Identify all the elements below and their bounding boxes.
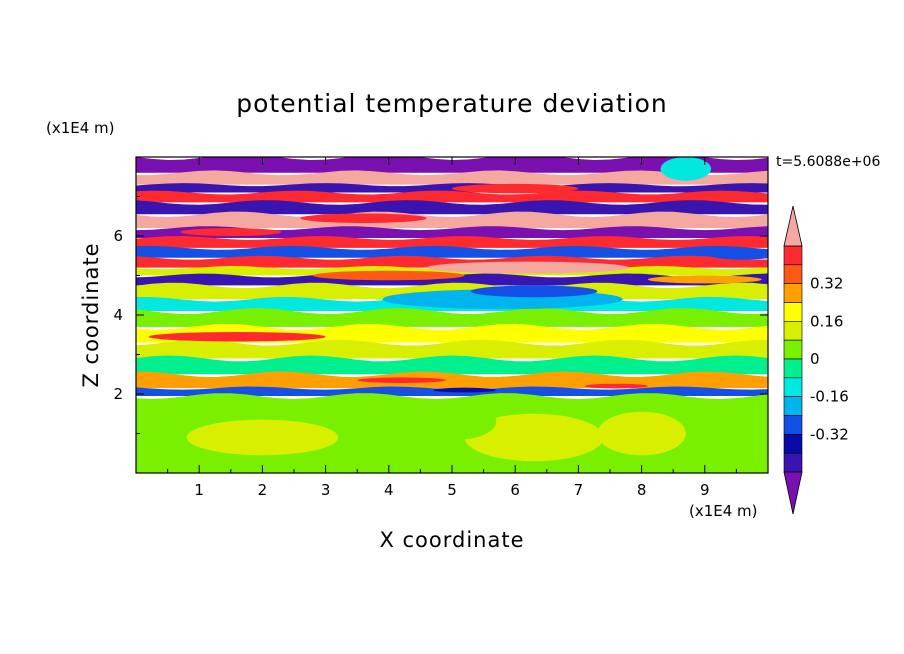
heatmap-field: [136, 157, 768, 473]
field-band: [136, 200, 768, 215]
colorbar-segment: [783, 377, 803, 397]
colorbar-label: 0.32: [810, 275, 843, 293]
field-band: [136, 273, 768, 286]
field-blob: [426, 261, 629, 274]
colorbar-segment: [783, 245, 803, 266]
field-band: [136, 170, 768, 185]
field-blob: [470, 285, 598, 298]
field-blob: [186, 419, 339, 456]
field-band: [136, 183, 768, 193]
x-unit-label: (x1E4 m): [689, 502, 758, 520]
colorbar-segment: [783, 283, 803, 303]
field-blob: [357, 377, 446, 383]
chart-title: potential temperature deviation: [236, 89, 667, 118]
colorbar-label: -0.32: [810, 425, 849, 443]
field-blob: [312, 270, 465, 281]
colorbar-label: 0: [810, 350, 820, 368]
field-band: [136, 226, 768, 238]
x-axis: 1 2 3 4 5 6 7 8 9: [167, 157, 737, 499]
colorbar-label: -0.16: [810, 388, 849, 406]
field-blob: [433, 387, 497, 393]
x-tick-label: 9: [700, 481, 710, 499]
colorbar-segment: [783, 358, 803, 379]
field-band: [136, 190, 768, 203]
y-tick-label: 4: [113, 306, 123, 324]
y-tick-label: 6: [113, 227, 123, 245]
colorbar-segment: [783, 321, 803, 341]
colorbar-extend-high: [783, 205, 803, 247]
time-label: t=5.6088e+06: [776, 154, 880, 170]
y-axis-title: Z coordinate: [79, 242, 103, 387]
field-blob: [420, 403, 497, 440]
x-tick-label: 3: [321, 481, 331, 499]
field-blob: [464, 413, 604, 462]
field-band: [136, 355, 768, 375]
field-band: [136, 339, 768, 359]
colorbar-segment: [783, 452, 803, 473]
field-blob: [597, 411, 686, 456]
field-blob: [180, 228, 282, 236]
colorbar: 0.32 0.16 0 -0.16 -0.32: [783, 205, 849, 515]
field-blob: [584, 383, 648, 389]
x-tick-label: 7: [574, 481, 584, 499]
field-blob: [711, 251, 768, 260]
colorbar-label: 0.16: [810, 312, 843, 330]
field-blob: [660, 157, 712, 181]
colorbar-segment: [783, 339, 803, 360]
colorbar-segment: [783, 434, 803, 454]
y-axis: 2 4 6: [113, 196, 768, 434]
x-axis-title: X coordinate: [379, 528, 524, 552]
x-tick-label: 6: [510, 481, 520, 499]
field-band: [136, 236, 768, 248]
x-tick-label: 2: [258, 481, 268, 499]
colorbar-segment: [783, 264, 803, 284]
x-tick-label: 4: [384, 481, 394, 499]
colorbar-segment: [783, 396, 803, 416]
plot-area: 1 2 3 4 5 6 7 8 9 2 4 6: [113, 156, 769, 499]
field-band: [136, 245, 768, 258]
field-blob: [647, 275, 762, 284]
field-blob: [300, 213, 427, 223]
field-blob: [338, 431, 465, 468]
y-unit-label: (x1E4 m): [46, 119, 115, 137]
y-tick-label: 2: [113, 385, 123, 403]
x-tick-label: 1: [194, 481, 204, 499]
field-band: [136, 211, 768, 229]
colorbar-segment: [783, 415, 803, 435]
x-tick-label: 5: [447, 481, 457, 499]
colorbar-extend-low: [783, 471, 803, 515]
field-blob: [452, 183, 579, 194]
field-band: [136, 308, 768, 327]
x-tick-label: 8: [637, 481, 647, 499]
field-blob: [148, 331, 326, 342]
colorbar-segment: [783, 302, 803, 322]
